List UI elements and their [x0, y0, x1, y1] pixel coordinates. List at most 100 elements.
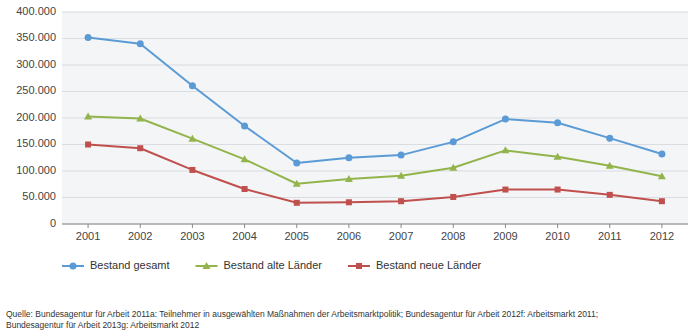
- point: [450, 138, 457, 145]
- x-tick-label: 2012: [650, 230, 674, 242]
- point: [555, 187, 561, 193]
- point: [449, 164, 457, 171]
- x-tick-label: 2009: [493, 230, 517, 242]
- x-tick: [348, 224, 349, 228]
- grid-line: [62, 144, 688, 145]
- legend-label: Bestand alte Länder: [224, 259, 323, 271]
- x-tick-label: 2011: [598, 230, 622, 242]
- source-note: Quelle: Bundesagentur für Arbeit 2011a: …: [6, 309, 598, 330]
- point: [136, 115, 144, 122]
- grid-line: [62, 12, 688, 13]
- point: [554, 153, 562, 160]
- line: [88, 145, 662, 203]
- x-tick: [661, 224, 662, 228]
- x-tick-label: 2001: [76, 230, 100, 242]
- y-tick-label: 250.000: [16, 84, 56, 96]
- x-tick: [192, 224, 193, 228]
- point: [85, 142, 91, 148]
- x-tick: [296, 224, 297, 228]
- line: [88, 37, 662, 163]
- grid-line: [62, 171, 688, 172]
- y-tick-label: 200.000: [16, 111, 56, 123]
- point: [502, 187, 508, 193]
- y-tick-label: 0: [50, 217, 56, 229]
- legend: Bestand gesamt Bestand alte Länder Bestand…: [62, 259, 482, 271]
- x-tick-label: 2002: [128, 230, 152, 242]
- series: [84, 112, 666, 186]
- x-tick-label: 2006: [337, 230, 361, 242]
- y-tick-label: 150.000: [16, 137, 56, 149]
- legend-item: Bestand neue Länder: [348, 259, 482, 271]
- legend-marker: [203, 262, 211, 269]
- point: [293, 160, 300, 167]
- grid-line: [62, 118, 688, 119]
- point: [606, 162, 614, 169]
- y-tick-label: 350.000: [16, 31, 56, 43]
- x-axis-line: [62, 224, 688, 225]
- legend-item: Bestand gesamt: [62, 259, 170, 271]
- point: [293, 180, 301, 187]
- point: [137, 40, 144, 47]
- point: [189, 82, 196, 89]
- point: [85, 34, 92, 41]
- y-tick-label: 100.000: [16, 164, 56, 176]
- point: [397, 172, 405, 179]
- legend-item: Bestand alte Länder: [196, 259, 323, 271]
- x-tick: [401, 224, 402, 228]
- grid-line: [62, 38, 688, 39]
- plot-area: [62, 12, 688, 224]
- point: [345, 154, 352, 161]
- x-tick: [505, 224, 506, 228]
- point: [501, 146, 509, 153]
- point: [450, 194, 456, 200]
- grid-line: [62, 91, 688, 92]
- grid-line: [62, 197, 688, 198]
- point: [398, 198, 404, 204]
- line: [88, 116, 662, 183]
- x-tick-label: 2010: [545, 230, 569, 242]
- chart: 0 50.000 100.000 150.000 200.000 250.000 300.0…: [0, 0, 700, 336]
- point: [398, 152, 405, 159]
- point: [294, 200, 300, 206]
- point: [241, 155, 249, 162]
- point: [84, 112, 92, 119]
- x-tick: [609, 224, 610, 228]
- legend-marker: [356, 263, 362, 269]
- point: [554, 119, 561, 126]
- grid: [62, 12, 688, 224]
- y-tick-label: 300.000: [16, 58, 56, 70]
- x-tick-label: 2005: [285, 230, 309, 242]
- x-tick: [140, 224, 141, 228]
- point: [606, 135, 613, 142]
- x-tick-label: 2007: [389, 230, 413, 242]
- legend-marker: [70, 263, 77, 270]
- series: [85, 142, 665, 206]
- grid-line: [62, 65, 688, 66]
- point: [607, 192, 613, 198]
- point: [189, 167, 195, 173]
- legend-label: Bestand gesamt: [90, 259, 170, 271]
- x-tick-label: 2008: [441, 230, 465, 242]
- point: [502, 116, 509, 123]
- point: [658, 172, 666, 179]
- series: [85, 34, 666, 167]
- y-tick-label: 400.000: [16, 5, 56, 17]
- y-tick-label: 50.000: [22, 190, 56, 202]
- legend-label: Bestand neue Länder: [376, 259, 482, 271]
- point: [137, 145, 143, 151]
- y-axis: 0 50.000 100.000 150.000 200.000 250.000 300.0…: [16, 5, 56, 229]
- x-axis: 2001 2002 2003 2004 2005 2006 2007 2008 2009 2010…: [76, 224, 674, 242]
- point: [659, 198, 665, 204]
- series-group: [84, 34, 666, 206]
- x-tick: [453, 224, 454, 228]
- point: [658, 151, 665, 158]
- x-tick-label: 2004: [232, 230, 256, 242]
- point: [346, 199, 352, 205]
- x-tick: [88, 224, 89, 228]
- point: [188, 135, 196, 142]
- point: [242, 186, 248, 192]
- point: [345, 175, 353, 182]
- x-tick-label: 2003: [180, 230, 204, 242]
- x-tick: [244, 224, 245, 228]
- x-tick: [557, 224, 558, 228]
